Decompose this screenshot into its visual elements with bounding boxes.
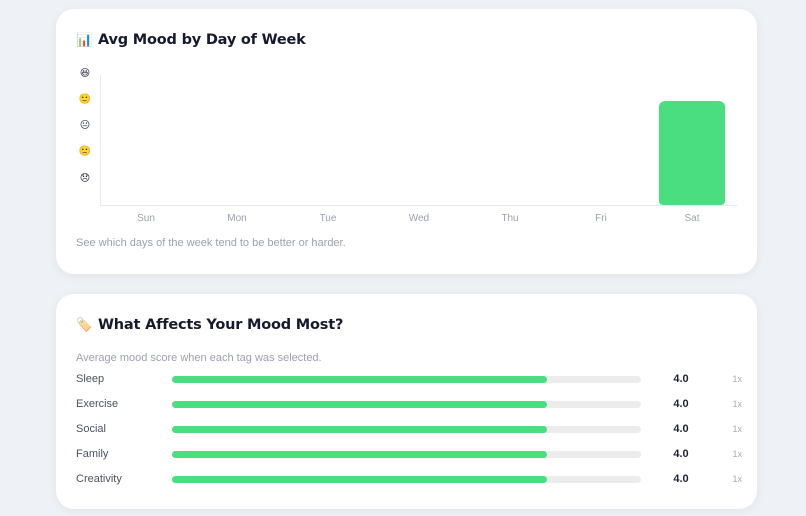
y-axis-line xyxy=(100,75,101,205)
x-axis-line xyxy=(100,205,737,206)
x-label-thu: Thu xyxy=(501,213,519,224)
tag-row-social: Social 4.0 1x xyxy=(76,421,742,437)
mood-factors-title: 🏷️ What Affects Your Mood Most? xyxy=(76,317,343,333)
tag-count: 1x xyxy=(732,374,742,384)
mood-4-emoji-icon: 🙂 xyxy=(78,94,92,105)
x-label-mon: Mon xyxy=(227,213,247,224)
bar-sat xyxy=(659,101,725,205)
tag-name: Exercise xyxy=(76,398,119,410)
tag-name: Family xyxy=(76,448,109,460)
mood-by-day-title-text: Avg Mood by Day of Week xyxy=(98,32,306,48)
tag-row-creativity: Creativity 4.0 1x xyxy=(76,471,742,487)
x-label-tue: Tue xyxy=(319,213,337,224)
x-label-sat: Sat xyxy=(684,213,700,224)
tag-score-fill xyxy=(172,376,548,383)
tag-score: 4.0 xyxy=(673,423,689,435)
mood-5-emoji-icon: 😆 xyxy=(79,68,91,79)
mood-3-emoji-icon: 😐 xyxy=(79,120,91,131)
tag-score-fill xyxy=(172,426,548,433)
mood-1-emoji-icon: 😞 xyxy=(79,173,91,184)
mood-factors-title-text: What Affects Your Mood Most? xyxy=(98,317,344,333)
mood-factors-card: 🏷️ What Affects Your Mood Most? Average … xyxy=(56,294,757,509)
tag-count: 1x xyxy=(732,399,742,409)
tag-score: 4.0 xyxy=(673,473,689,485)
mood-chart-caption: See which days of the week tend to be be… xyxy=(76,237,346,249)
tag-score-bar xyxy=(172,401,641,408)
tag-score-fill xyxy=(172,476,548,483)
mood-by-day-card: 📊 Avg Mood by Day of Week 😆 🙂 😐 🙁 😞 Sun … xyxy=(56,9,757,274)
tag-score-fill xyxy=(172,401,548,408)
tag-score: 4.0 xyxy=(673,398,689,410)
x-label-wed: Wed xyxy=(408,213,430,224)
tag-score-bar xyxy=(172,426,641,433)
tag-count: 1x xyxy=(732,449,742,459)
tag-score: 4.0 xyxy=(673,373,689,385)
tag-count: 1x xyxy=(732,424,742,434)
mood-by-day-title: 📊 Avg Mood by Day of Week xyxy=(76,32,306,48)
tag-row-family: Family 4.0 1x xyxy=(76,446,742,462)
tag-score-fill xyxy=(172,451,548,458)
tag-score-bar xyxy=(172,451,641,458)
mood-2-emoji-icon: 🙁 xyxy=(78,146,92,157)
tag-icon: 🏷️ xyxy=(76,317,92,333)
tag-score-bar xyxy=(172,476,641,483)
bar-chart-icon: 📊 xyxy=(76,32,92,48)
x-label-sun: Sun xyxy=(137,213,155,224)
tag-row-sleep: Sleep 4.0 1x xyxy=(76,371,742,387)
tag-row-exercise: Exercise 4.0 1x xyxy=(76,396,742,412)
tag-score: 4.0 xyxy=(673,448,689,460)
tag-name: Sleep xyxy=(76,373,105,385)
tag-count: 1x xyxy=(732,474,742,484)
tag-score-bar xyxy=(172,376,641,383)
mood-factors-subtitle: Average mood score when each tag was sel… xyxy=(76,352,322,364)
tag-name: Creativity xyxy=(76,473,122,485)
tag-name: Social xyxy=(76,423,106,435)
x-label-fri: Fri xyxy=(595,213,607,224)
